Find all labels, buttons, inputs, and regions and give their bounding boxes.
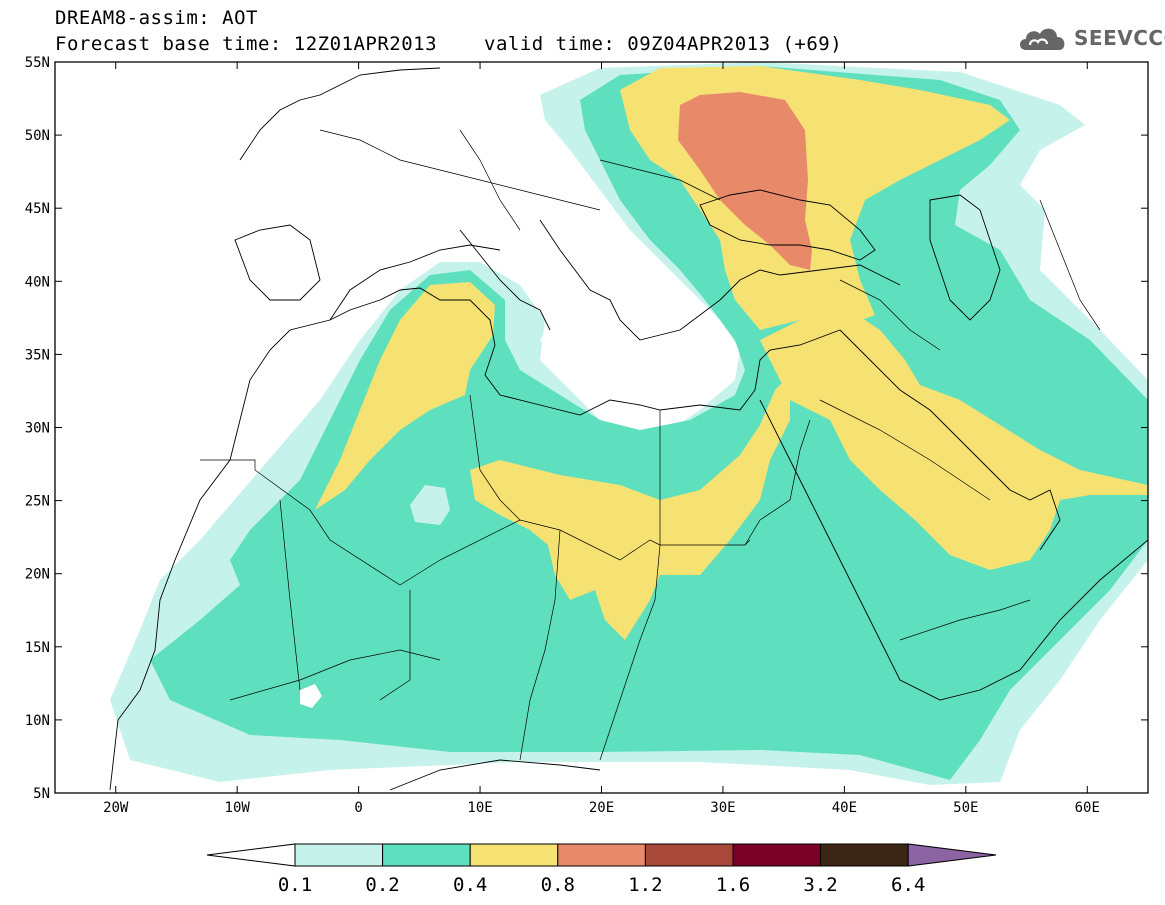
lon-tick-label: 20W bbox=[103, 800, 129, 816]
lat-tick-label: 50N bbox=[25, 128, 50, 144]
longitude-axis: 20W 10W 0 10E 20E 30E 40E 50E 60E bbox=[103, 62, 1100, 816]
aot-region-clear-med bbox=[540, 300, 735, 410]
lon-tick-label: 30E bbox=[710, 800, 735, 816]
colorbar-swatch bbox=[557, 843, 646, 867]
map-title: DREAM8-assim: AOT bbox=[55, 7, 258, 29]
seevccc-logo: SEEVCCC bbox=[1016, 22, 1165, 54]
lat-tick-label: 15N bbox=[25, 640, 50, 656]
colorbar-swatch bbox=[469, 843, 559, 867]
colorbar-over-triangle bbox=[907, 843, 997, 867]
lon-tick-label: 10E bbox=[467, 800, 492, 816]
colorbar-label: 6.4 bbox=[891, 874, 925, 896]
lat-tick-label: 40N bbox=[25, 274, 50, 290]
aot-field bbox=[109, 62, 1148, 791]
lat-tick-label: 35N bbox=[25, 347, 50, 363]
aot-region-high-algeria bbox=[315, 282, 495, 510]
logo-text: SEEVCCC bbox=[1074, 26, 1165, 50]
lon-tick-label: 0 bbox=[354, 800, 362, 816]
colorbar-label: 3.2 bbox=[803, 874, 837, 896]
lat-tick-label: 45N bbox=[25, 201, 50, 217]
aot-region-medium bbox=[150, 66, 1148, 780]
aot-region-clear-sahara bbox=[410, 485, 450, 525]
latitude-axis: 55N 50N 45N 40N 35N 30N 25N 20N 15N 10N 5N bbox=[25, 55, 1148, 802]
lat-tick-label: 30N bbox=[25, 421, 50, 437]
lon-tick-label: 20E bbox=[589, 800, 614, 816]
colorbar-under-triangle bbox=[206, 843, 296, 867]
colorbar-label: 0.4 bbox=[453, 874, 487, 896]
coastlines bbox=[109, 67, 1148, 791]
colorbar: 0.1 0.2 0.4 0.8 1.2 1.6 3.2 6.4 bbox=[206, 843, 997, 896]
colorbar-label: 0.1 bbox=[278, 874, 312, 896]
lon-tick-label: 50E bbox=[953, 800, 978, 816]
colorbar-swatch bbox=[644, 843, 734, 867]
colorbar-swatch bbox=[732, 843, 822, 867]
colorbar-swatch bbox=[294, 843, 384, 867]
lat-tick-label: 20N bbox=[25, 567, 50, 583]
aot-region-high-sahara bbox=[470, 375, 790, 640]
colorbar-swatch bbox=[382, 843, 471, 867]
aot-region-very-high bbox=[678, 92, 812, 270]
aot-region-high-arabia bbox=[760, 310, 1148, 570]
cloud-icon bbox=[1020, 28, 1065, 50]
lat-tick-label: 55N bbox=[25, 55, 50, 71]
lon-tick-label: 40E bbox=[832, 800, 857, 816]
lat-tick-label: 5N bbox=[33, 786, 50, 802]
colorbar-swatch bbox=[820, 843, 909, 867]
colorbar-label: 1.2 bbox=[628, 874, 662, 896]
lat-tick-label: 25N bbox=[25, 494, 50, 510]
aot-region-clear-sahel bbox=[300, 684, 322, 708]
lon-tick-label: 10W bbox=[225, 800, 251, 816]
forecast-base-time: Forecast base time: 12Z01APR2013 bbox=[55, 33, 438, 55]
colorbar-label: 0.8 bbox=[541, 874, 575, 896]
colorbar-label: 1.6 bbox=[716, 874, 750, 896]
colorbar-label: 0.2 bbox=[365, 874, 399, 896]
valid-time: valid time: 09Z04APR2013 (+69) bbox=[484, 33, 843, 55]
lon-tick-label: 60E bbox=[1075, 800, 1100, 816]
country-borders bbox=[200, 129, 1101, 761]
lat-tick-label: 10N bbox=[25, 713, 50, 729]
